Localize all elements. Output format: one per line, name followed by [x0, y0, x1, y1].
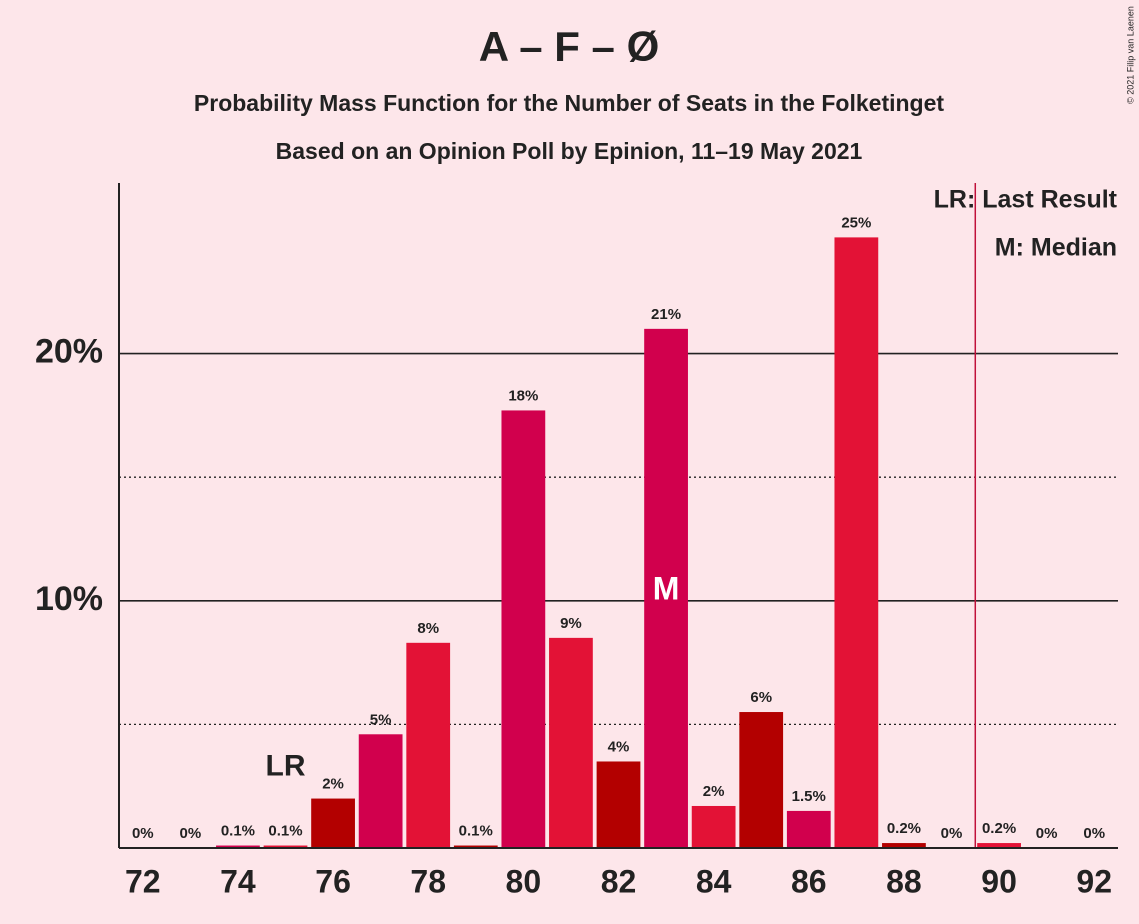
- x-tick-label: 88: [886, 863, 922, 899]
- value-label: 2%: [703, 783, 725, 800]
- value-label: 0.1%: [459, 822, 493, 839]
- bar: [549, 637, 593, 848]
- value-label: 0%: [1036, 825, 1058, 842]
- bar: [453, 845, 498, 848]
- x-tick-label: 92: [1076, 863, 1112, 899]
- chart-title: A – F – Ø: [479, 23, 660, 70]
- value-label: 0%: [132, 825, 154, 842]
- median-marker: M: [653, 570, 680, 606]
- value-label: 21%: [651, 306, 681, 323]
- chart-subtitle: Based on an Opinion Poll by Epinion, 11–…: [276, 138, 863, 164]
- bar: [358, 734, 403, 848]
- y-tick-label: 10%: [35, 580, 103, 618]
- bar: [263, 845, 308, 848]
- bar: [501, 410, 546, 848]
- value-label: 0.2%: [887, 820, 921, 837]
- bar: [691, 805, 736, 848]
- last-result-marker: LR: [266, 749, 306, 782]
- bar: [406, 642, 451, 848]
- value-label: 5%: [370, 711, 392, 728]
- value-label: 0%: [1083, 825, 1105, 842]
- value-label: 0.2%: [982, 820, 1016, 837]
- x-tick-label: 86: [791, 863, 827, 899]
- bar: [596, 761, 641, 848]
- x-tick-label: 78: [410, 863, 446, 899]
- x-tick-label: 82: [601, 863, 637, 899]
- bar: [311, 798, 355, 848]
- bar: [739, 712, 784, 848]
- value-label: 8%: [417, 620, 439, 637]
- x-tick-label: 90: [981, 863, 1017, 899]
- x-tick-label: 80: [506, 863, 542, 899]
- copyright: © 2021 Filip van Laenen: [1125, 6, 1135, 104]
- value-label: 0%: [941, 825, 963, 842]
- y-tick-label: 20%: [35, 333, 103, 371]
- legend-entry: LR: Last Result: [934, 186, 1118, 214]
- value-label: 9%: [560, 615, 582, 632]
- bar: [834, 237, 879, 849]
- value-label: 1.5%: [792, 788, 826, 805]
- bar: [216, 845, 260, 848]
- bar: [644, 328, 688, 849]
- bar: [786, 810, 831, 848]
- value-label: 18%: [508, 387, 538, 404]
- legend-entry: M: Median: [995, 234, 1117, 262]
- chart-subtitle: Probability Mass Function for the Number…: [194, 90, 944, 116]
- x-tick-label: 84: [696, 863, 732, 899]
- x-tick-label: 74: [220, 863, 256, 899]
- value-label: 0.1%: [268, 822, 302, 839]
- bar: [882, 843, 926, 848]
- bar: [977, 843, 1021, 848]
- value-label: 4%: [608, 738, 630, 755]
- value-label: 6%: [750, 689, 772, 706]
- x-tick-label: 72: [125, 863, 161, 899]
- value-label: 0%: [180, 825, 202, 842]
- x-tick-label: 76: [315, 863, 351, 899]
- value-label: 0.1%: [221, 822, 255, 839]
- value-label: 2%: [322, 776, 344, 793]
- value-label: 25%: [841, 214, 871, 231]
